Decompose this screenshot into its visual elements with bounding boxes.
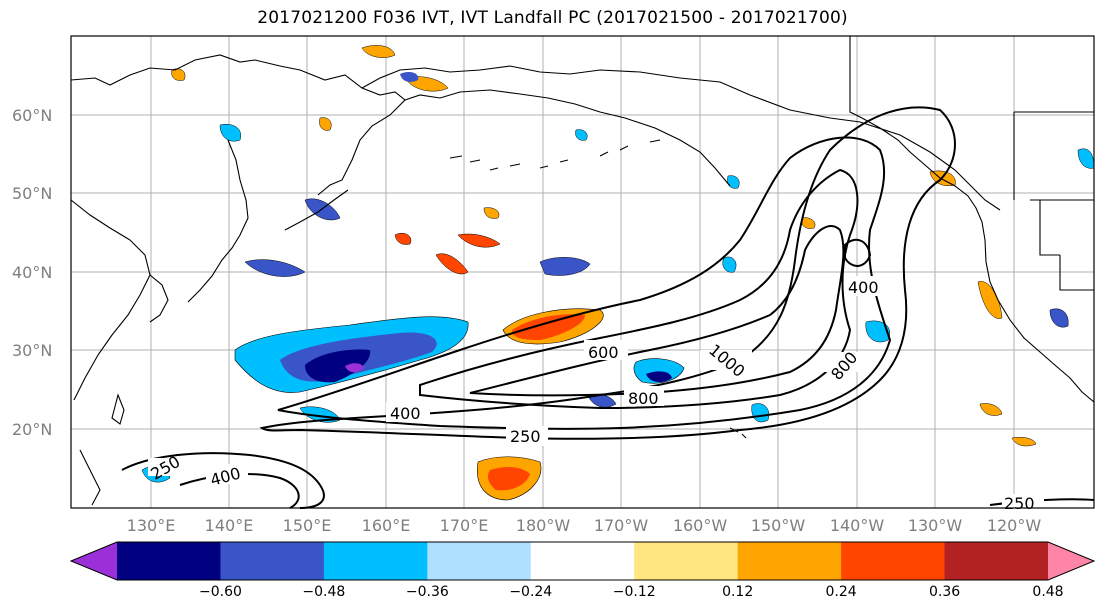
colorbar-tick-label: −0.12 (613, 584, 656, 600)
contour-label: 400 (848, 278, 879, 297)
colorbar-segment (944, 542, 1049, 580)
lat-label: 40°N (12, 263, 52, 282)
map-title: 2017021200 F036 IVT, IVT Landfall PC (20… (257, 8, 848, 28)
lon-label: 170°W (594, 516, 649, 535)
colorbar-ticks: −0.60 −0.48 −0.36 −0.24 −0.12 0.12 0.24 0.36 0.4… (199, 584, 1064, 600)
map-panel: 400 600 800 1000 400 800 400 250 250 400… (70, 35, 1095, 513)
colorbar-tick-label: −0.48 (302, 584, 345, 600)
lon-label: 160°E (362, 516, 411, 535)
colorbar-segment (117, 542, 221, 580)
lon-labels: 130°E 140°E 150°E 160°E 170°E 180°W 170°… (127, 516, 1042, 535)
colorbar-tick-label: −0.36 (406, 584, 449, 600)
lon-label: 130°E (127, 516, 176, 535)
colorbar-segment (841, 542, 946, 580)
colorbar-extend-high (1048, 542, 1094, 580)
colorbar-segment (427, 542, 532, 580)
lon-label: 170°E (440, 516, 489, 535)
colorbar-segment (634, 542, 739, 580)
colorbar-tick-label: 0.48 (1032, 584, 1063, 600)
colorbar-segment (737, 542, 842, 580)
contour-label: 800 (628, 389, 659, 408)
pc-fill-patches (141, 45, 1095, 501)
lon-label: 140°E (205, 516, 254, 535)
lon-label: 120°W (987, 516, 1042, 535)
lon-label: 160°W (673, 516, 728, 535)
lon-label: 130°W (908, 516, 963, 535)
lon-label: 180°W (516, 516, 571, 535)
contour-label: 250 (1004, 494, 1035, 513)
contour-label: 250 (510, 427, 541, 446)
contour-label: 400 (390, 404, 421, 423)
contour-labels: 400 600 800 1000 400 800 400 250 250 400… (147, 276, 1044, 513)
colorbar-segment (323, 542, 428, 580)
colorbar-tick-label: 0.36 (929, 584, 960, 600)
lon-label: 150°E (283, 516, 332, 535)
colorbar-tick-label: −0.60 (199, 584, 242, 600)
colorbar-segment (530, 542, 635, 580)
lon-label: 140°W (830, 516, 885, 535)
colorbar-outline (69, 541, 1096, 581)
lat-label: 60°N (12, 106, 52, 125)
lat-label: 50°N (12, 184, 52, 203)
lat-label: 20°N (12, 420, 52, 439)
lon-label: 150°W (751, 516, 806, 535)
colorbar (69, 541, 1096, 581)
colorbar-segment (220, 542, 325, 580)
colorbar-extend-low (71, 542, 117, 580)
contour-label: 600 (588, 343, 619, 362)
colorbar-tick-label: 0.12 (722, 584, 753, 600)
colorbar-tick-label: 0.24 (826, 584, 857, 600)
lat-label: 30°N (12, 341, 52, 360)
lat-labels: 60°N 50°N 40°N 30°N 20°N (12, 106, 52, 439)
colorbar-tick-label: −0.24 (509, 584, 552, 600)
